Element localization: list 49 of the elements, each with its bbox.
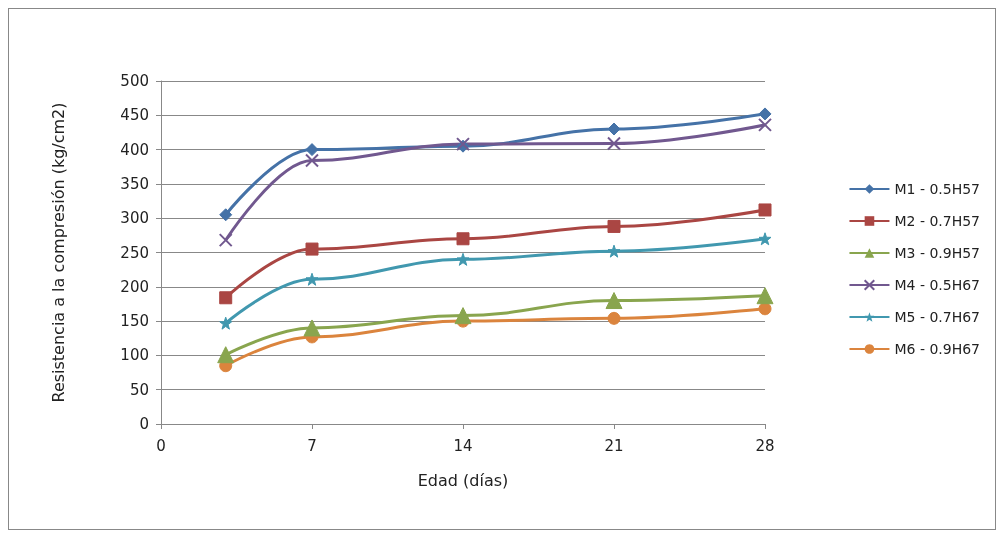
point [454, 307, 472, 325]
x-tick-label: 28 [755, 436, 775, 455]
point [305, 153, 319, 168]
x-axis-title: Edad (días) [417, 470, 509, 490]
point [758, 302, 772, 316]
point [607, 219, 621, 233]
point [219, 291, 233, 305]
point [305, 143, 319, 157]
point [456, 252, 470, 266]
y-axis-title: Resistencia a la compresión (kg/cm2) [48, 102, 68, 403]
legend-label: M4 - 0.5H67 [894, 277, 980, 293]
point [758, 203, 772, 217]
point [219, 316, 233, 330]
point [607, 122, 621, 136]
point [607, 244, 621, 258]
y-tick-label: 300 [120, 209, 149, 228]
point [217, 346, 235, 364]
legend-label: M1 - 0.5H57 [894, 181, 980, 197]
y-tick-label: 100 [120, 346, 149, 365]
point [756, 287, 774, 305]
x-tick-label: 0 [156, 436, 166, 455]
y-tick-label: 400 [120, 140, 149, 159]
x-tick-label: 7 [307, 436, 317, 455]
y-tick-label: 200 [120, 277, 149, 296]
point [219, 208, 233, 222]
point [758, 117, 772, 132]
point [303, 319, 321, 337]
point [605, 292, 623, 310]
point [305, 272, 319, 286]
legend-label: M5 - 0.7H67 [894, 309, 980, 325]
y-tick-label: 50 [129, 380, 149, 399]
y-tick-label: 350 [120, 174, 149, 193]
x-tick-label: 14 [453, 436, 473, 455]
y-tick-label: 0 [139, 415, 149, 433]
y-tick-label: 450 [120, 106, 149, 125]
y-tick-label: 250 [120, 243, 149, 262]
legend-label: M6 - 0.9H67 [894, 341, 980, 357]
point [218, 233, 233, 248]
point [607, 136, 621, 151]
point [758, 232, 772, 246]
point [758, 107, 772, 121]
legend-label: M2 - 0.7H57 [894, 213, 980, 229]
x-tick-label: 21 [604, 436, 624, 455]
y-tick-label: 150 [120, 312, 149, 331]
point [607, 311, 621, 325]
legend-label: M3 - 0.9H57 [894, 245, 980, 261]
y-tick-label: 500 [120, 72, 149, 90]
point [456, 232, 470, 246]
point [305, 242, 319, 256]
